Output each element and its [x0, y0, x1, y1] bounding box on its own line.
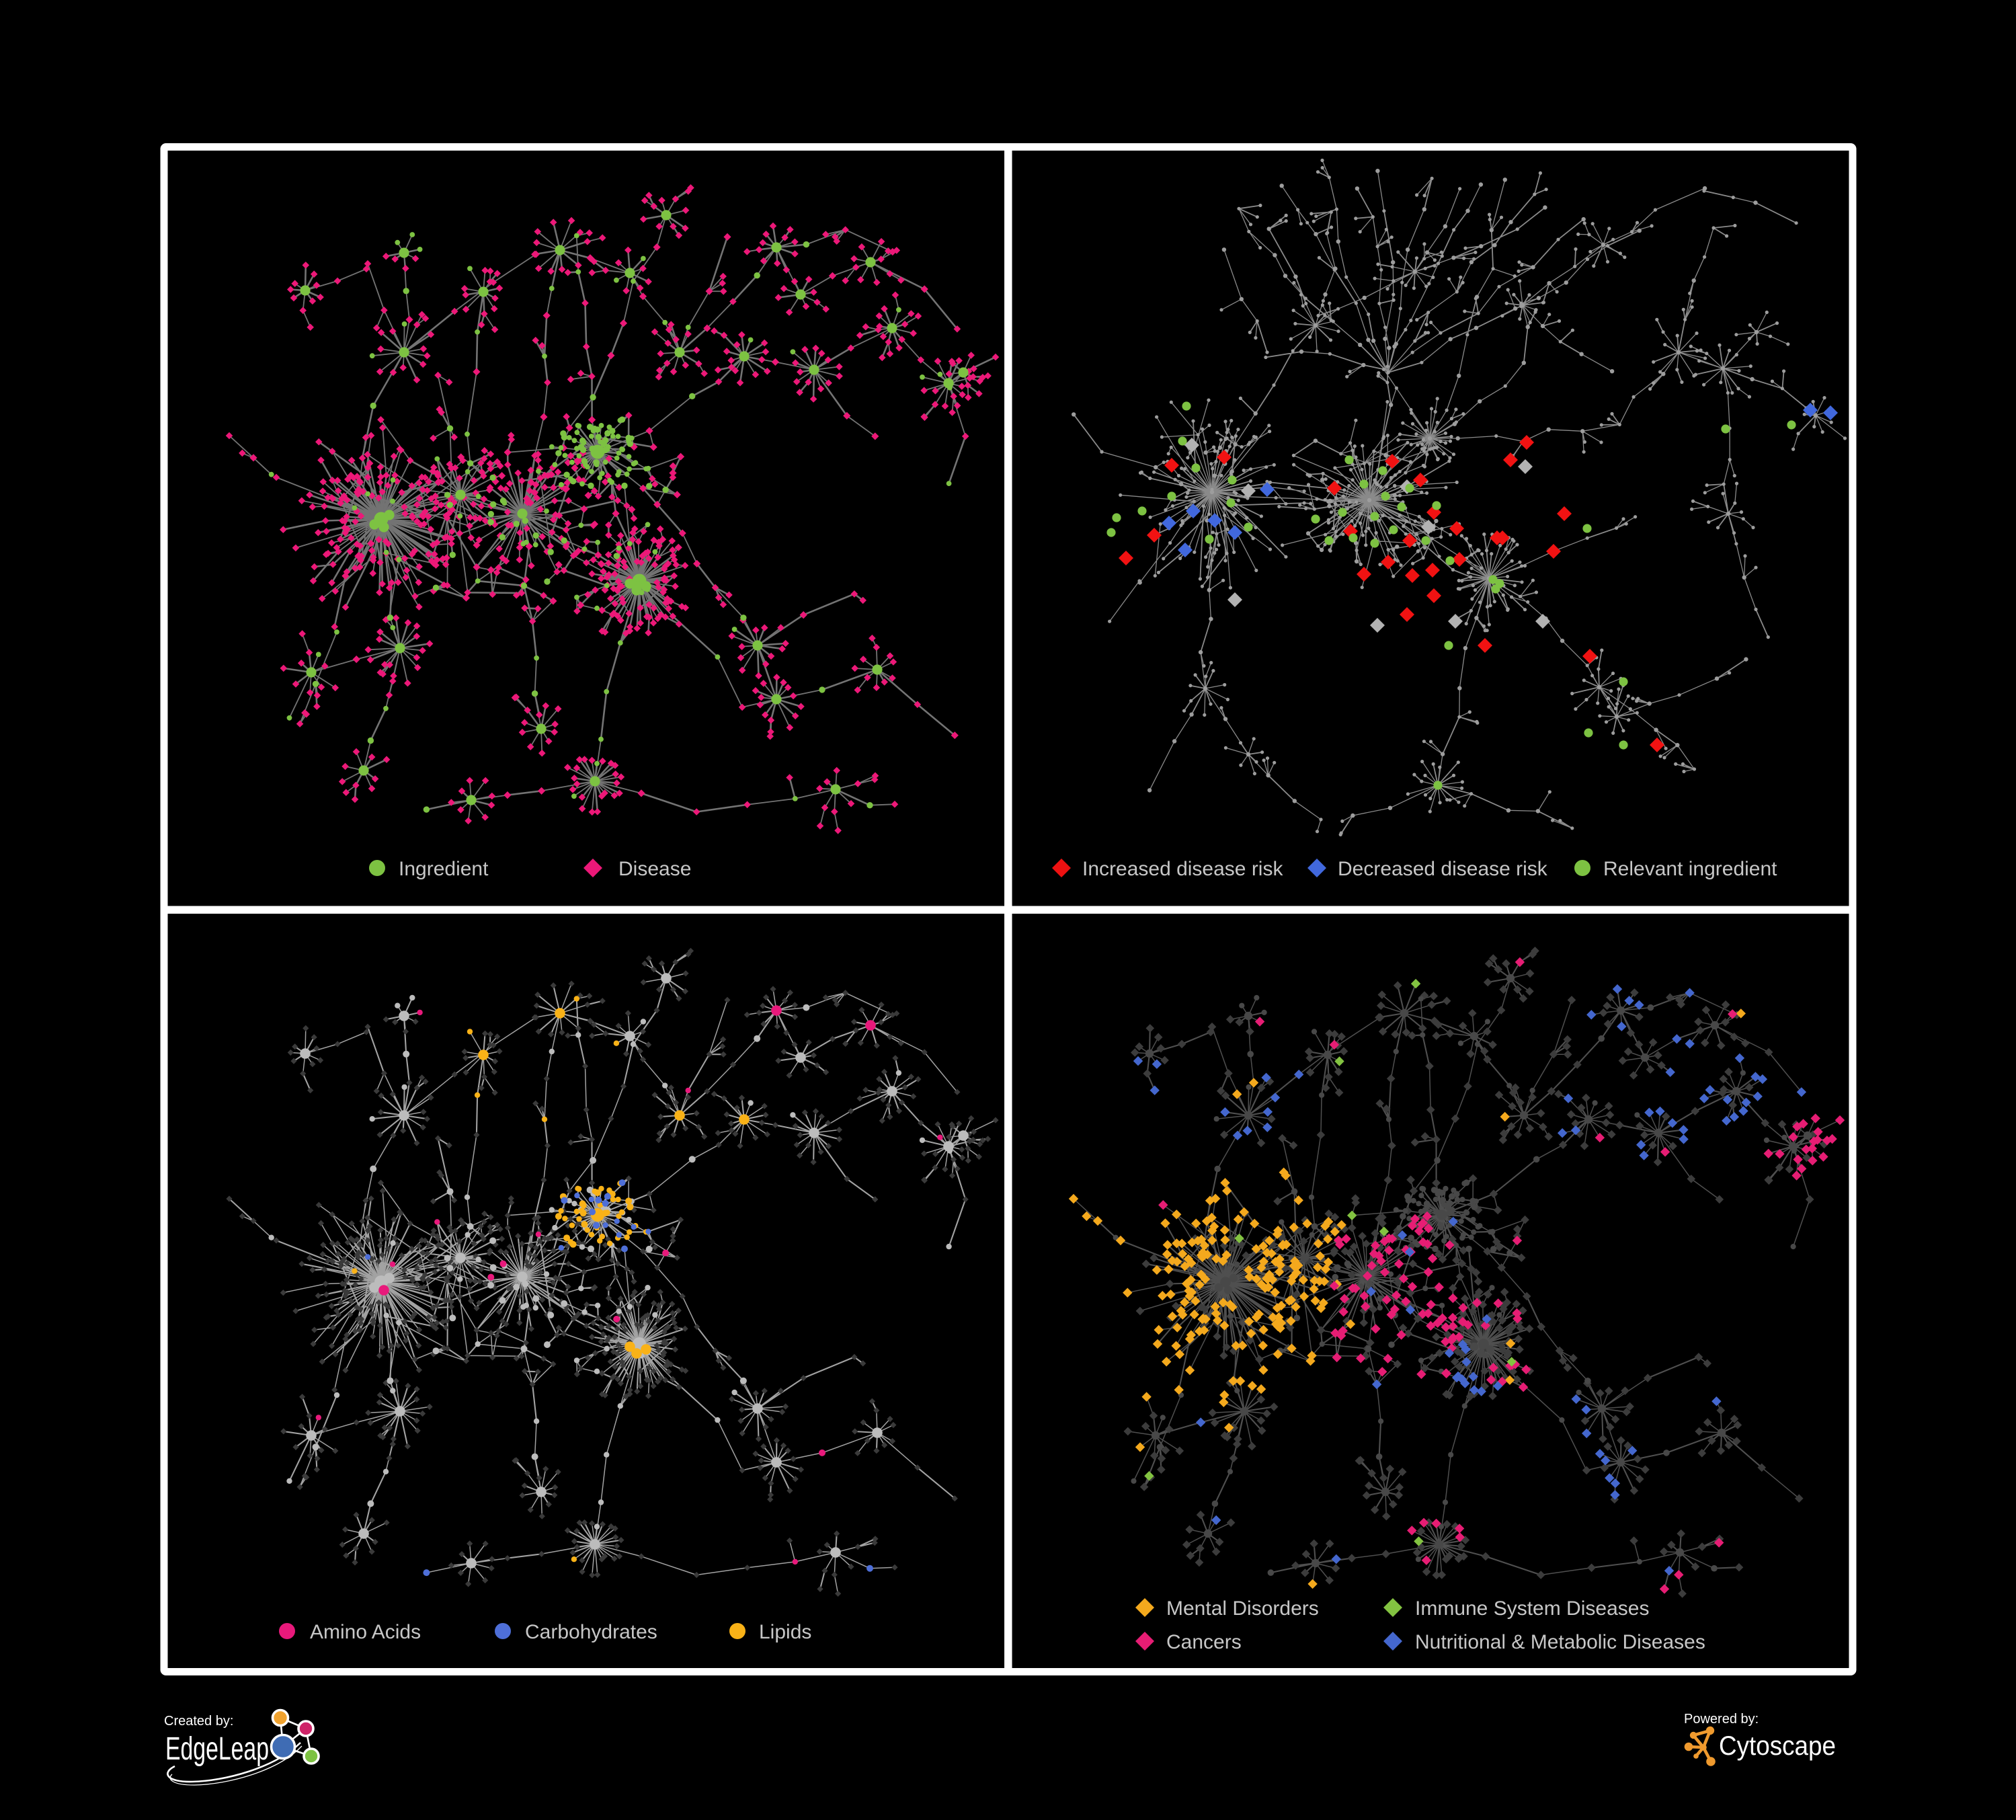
svg-text:Carbohydrates: Carbohydrates [525, 1621, 657, 1643]
svg-text:Amino Acids: Amino Acids [310, 1621, 421, 1643]
svg-text:Nutritional & Metabolic Diseas: Nutritional & Metabolic Diseases [1415, 1631, 1705, 1653]
svg-text:Cytoscape: Cytoscape [1719, 1731, 1836, 1761]
svg-text:Cancers: Cancers [1166, 1631, 1242, 1653]
svg-text:Lipids: Lipids [759, 1621, 811, 1643]
svg-text:Increased disease risk: Increased disease risk [1082, 858, 1283, 880]
svg-text:Decreased disease risk: Decreased disease risk [1338, 858, 1548, 880]
svg-text:Created by:: Created by: [164, 1714, 233, 1729]
svg-text:Mental Disorders: Mental Disorders [1166, 1597, 1319, 1620]
svg-text:Immune System Diseases: Immune System Diseases [1415, 1597, 1649, 1620]
svg-text:EdgeLeap: EdgeLeap [165, 1731, 269, 1767]
svg-text:Relevant ingredient: Relevant ingredient [1603, 858, 1777, 880]
svg-text:Powered by:: Powered by: [1684, 1712, 1759, 1727]
svg-text:Ingredient: Ingredient [399, 858, 489, 880]
svg-text:Disease: Disease [618, 858, 691, 880]
